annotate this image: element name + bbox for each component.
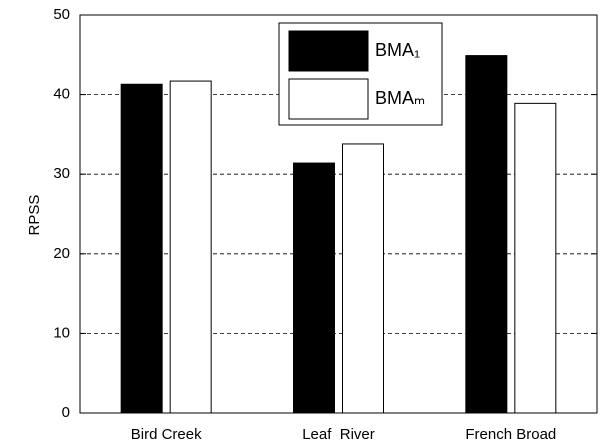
bar [169, 80, 212, 414]
bar [120, 83, 163, 414]
legend-swatch [288, 30, 369, 72]
y-tick-label: 50 [53, 6, 70, 23]
y-tick-label: 40 [53, 86, 70, 103]
x-tick-label: French Broad [465, 426, 556, 443]
y-tick-label: 20 [53, 245, 70, 262]
legend-label: BMA₁ [375, 40, 420, 60]
x-tick-label: Bird Creek [131, 426, 202, 443]
y-tick-label: 0 [62, 404, 70, 421]
legend-label: BMAₘ [375, 88, 425, 108]
legend-swatch [288, 78, 369, 120]
y-tick-label: 10 [53, 324, 70, 341]
plot-frame [79, 14, 598, 414]
y-axis-label: RPSS [26, 195, 43, 236]
bar [342, 143, 384, 414]
bar [514, 102, 557, 414]
y-tick-label: 30 [53, 165, 70, 182]
bar [293, 162, 335, 414]
x-tick-label: Leaf River [302, 426, 375, 443]
bar [465, 55, 508, 414]
